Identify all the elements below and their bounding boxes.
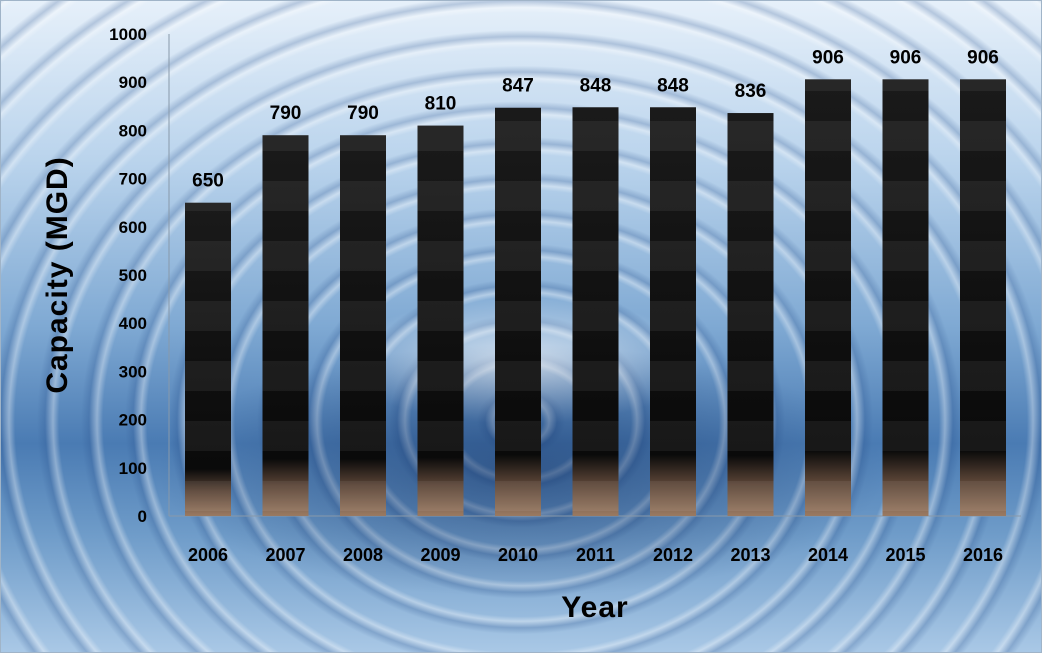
y-tick-label: 800 xyxy=(119,121,147,140)
x-tick-label: 2009 xyxy=(420,545,460,565)
bars xyxy=(185,79,1006,517)
bar-texture xyxy=(495,107,541,516)
data-label: 848 xyxy=(580,75,612,96)
x-axis-title: Year xyxy=(561,591,628,624)
bar-2008 xyxy=(340,135,386,516)
bar-2009 xyxy=(417,125,464,516)
data-label: 650 xyxy=(192,171,224,192)
labels: 0 100 200 300 400 500 600 700 800 900 1000 650 2006 7… xyxy=(41,25,1003,624)
bar-2007 xyxy=(262,135,309,516)
x-tick-label: 2012 xyxy=(653,545,693,565)
x-tick-label: 2013 xyxy=(730,545,770,565)
bar-texture xyxy=(417,125,464,516)
x-tick-label: 2006 xyxy=(188,545,228,565)
bar-texture xyxy=(960,79,1006,517)
data-label: 848 xyxy=(657,75,689,96)
y-tick-label: 300 xyxy=(119,362,147,381)
bar-2016 xyxy=(960,79,1006,517)
x-tick-label: 2015 xyxy=(885,545,925,565)
bar-texture xyxy=(805,79,851,517)
bar-2011 xyxy=(572,107,619,516)
bar-texture xyxy=(185,202,231,516)
bar-2015 xyxy=(882,79,929,517)
y-tick-label: 500 xyxy=(119,266,147,285)
y-tick-label: 1000 xyxy=(109,25,147,44)
y-tick-label: 200 xyxy=(119,411,147,430)
x-tick-label: 2007 xyxy=(265,545,305,565)
y-tick-label: 600 xyxy=(119,218,147,237)
x-tick-label: 2010 xyxy=(498,545,538,565)
bar-2013 xyxy=(727,113,774,516)
data-label: 906 xyxy=(890,47,922,68)
x-tick-label: 2014 xyxy=(808,545,848,565)
x-tick-label: 2016 xyxy=(963,545,1003,565)
data-label: 847 xyxy=(502,76,534,97)
y-tick-label: 400 xyxy=(119,314,147,333)
x-tick-label: 2008 xyxy=(343,545,383,565)
bar-2010 xyxy=(495,107,541,516)
bar-texture xyxy=(882,79,929,517)
y-tick-label: 700 xyxy=(119,170,147,189)
y-tick-label: 100 xyxy=(119,459,147,478)
bar-2006 xyxy=(185,202,231,516)
data-label: 790 xyxy=(347,103,379,124)
data-label: 790 xyxy=(270,103,302,124)
bar-2012 xyxy=(650,107,696,516)
bar-texture xyxy=(572,107,619,516)
bar-texture xyxy=(650,107,696,516)
bar-2014 xyxy=(805,79,851,517)
data-label: 906 xyxy=(967,47,999,68)
data-label: 810 xyxy=(425,94,457,115)
y-axis-title: Capacity (MGD) xyxy=(41,156,74,393)
x-tick-label: 2011 xyxy=(576,545,615,565)
bar-texture xyxy=(727,113,774,516)
y-tick-label: 0 xyxy=(138,507,147,526)
data-label: 836 xyxy=(735,81,767,102)
bar-texture xyxy=(340,135,386,516)
data-label: 906 xyxy=(812,47,844,68)
bar-texture xyxy=(262,135,309,516)
y-tick-label: 900 xyxy=(119,73,147,92)
